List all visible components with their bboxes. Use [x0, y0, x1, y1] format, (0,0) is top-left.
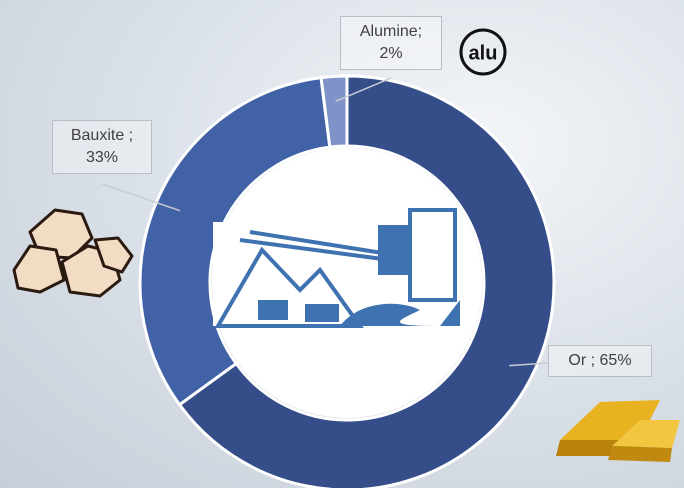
donut-slice: [177, 74, 556, 488]
data-label: Bauxite ; 33%: [52, 120, 152, 174]
leader-line: [335, 77, 392, 103]
gold-icon: [556, 400, 680, 462]
alu-icon: alu: [459, 28, 507, 76]
leader-line: [509, 362, 549, 367]
center-logo: [213, 208, 463, 328]
data-label: Alumine; 2%: [340, 16, 442, 70]
donut: [138, 74, 556, 488]
donut-slice: [138, 75, 332, 407]
leader-line: [101, 183, 181, 212]
rocks-icon: [12, 208, 134, 298]
data-label: Or ; 65%: [548, 345, 652, 377]
donut-slice: [319, 74, 349, 149]
icon-label: alu: [469, 42, 498, 64]
